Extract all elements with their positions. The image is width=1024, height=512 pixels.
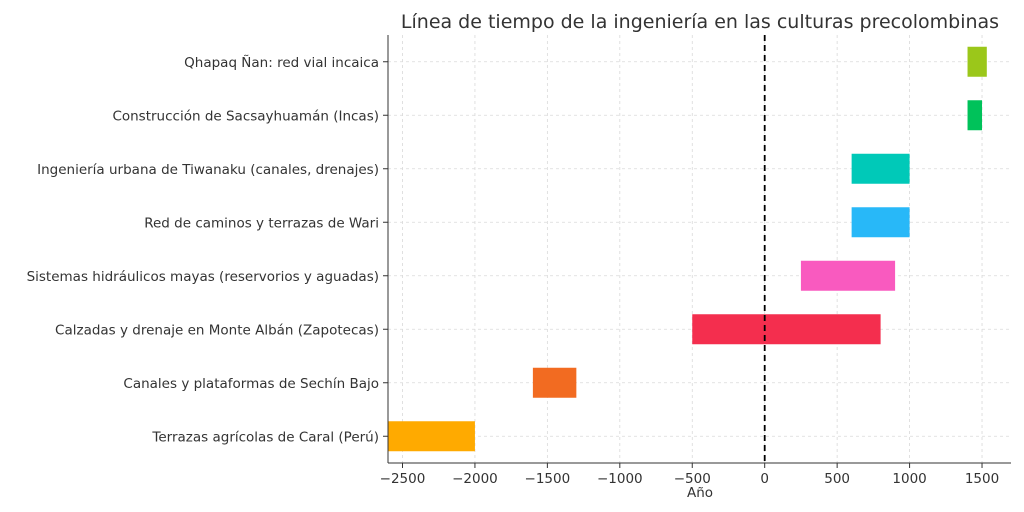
x-tick-label: 1000 [892,471,926,487]
y-tick-label: Ingeniería urbana de Tiwanaku (canales, … [37,162,379,178]
y-tick-label: Sistemas hidráulicos mayas (reservorios … [27,269,379,285]
x-tick-label: −2500 [380,471,426,487]
bars-layer [388,46,987,452]
timeline-bar [692,314,881,345]
timeline-bar [800,260,896,291]
x-tick-label: 1500 [965,471,999,487]
y-tick-label: Red de caminos y terrazas de Wari [144,215,379,231]
x-tick-label: −2000 [452,471,498,487]
chart-title: Línea de tiempo de la ingeniería en las … [401,11,999,33]
x-tick-label: −1500 [525,471,571,487]
grid-layer [388,35,1011,463]
x-tick-label: 0 [760,471,769,487]
x-tick-label: 500 [824,471,850,487]
timeline-bar [388,421,475,452]
timeline-bar [967,46,987,77]
y-tick-label: Terrazas agrícolas de Caral (Perú) [151,429,379,445]
x-tick-label: −1000 [597,471,643,487]
axis-layer: −2500 −2000 −1500 −1000 −500 0 500 1000 1500 Terr… [27,35,1011,487]
y-tick-label: Construcción de Sacsayhuamán (Incas) [112,108,379,124]
y-tick-label: Canales y plataformas de Sechín Bajo [123,376,379,392]
timeline-bar [851,207,910,238]
y-tick-label: Qhapaq Ñan: red vial incaica [184,54,379,71]
x-axis-label: Año [687,485,713,501]
timeline-bar [851,153,910,184]
timeline-bar [967,100,983,131]
timeline-bar [532,367,577,398]
y-tick-label: Calzadas y drenaje en Monte Albán (Zapot… [55,322,379,338]
x-tick-label: −500 [674,471,711,487]
